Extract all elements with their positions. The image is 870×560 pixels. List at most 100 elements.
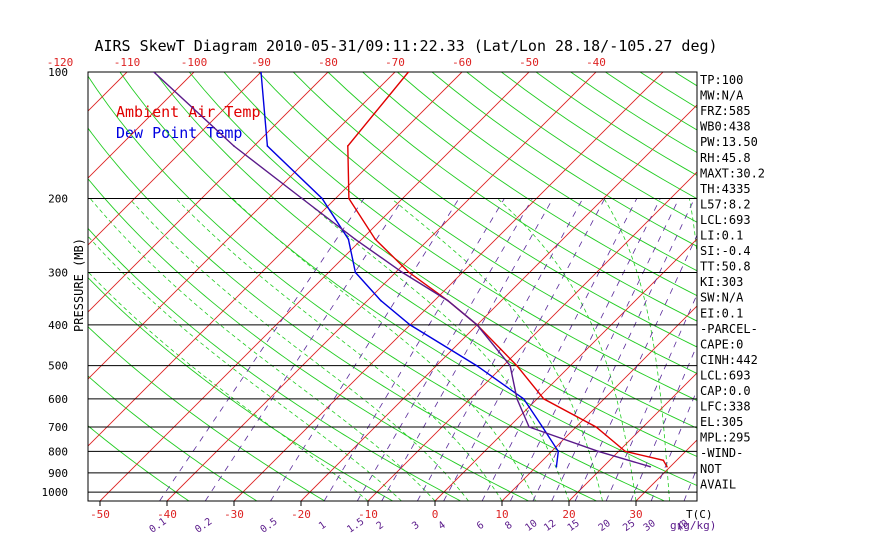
isotherm-line xyxy=(0,72,60,501)
mixing-ratio-line xyxy=(532,198,680,501)
sounding-index-label: -WIND- xyxy=(700,446,743,460)
mixing-ratio-tick-label: 8 xyxy=(503,520,514,532)
dry-adiabat-line xyxy=(88,326,326,501)
dry-adiabat-line xyxy=(258,72,697,374)
series-dew-point-temp-point xyxy=(522,398,525,400)
pressure-tick-label: 200 xyxy=(48,192,68,205)
top-temp-tick-label: -80 xyxy=(318,56,338,69)
series-dew-point-temp-point xyxy=(321,197,323,200)
moist-adiabat-line xyxy=(391,198,603,501)
mixing-ratio-tick-label: 1 xyxy=(317,520,328,532)
isotherm-line xyxy=(88,72,195,179)
sounding-index-label: TP:100 xyxy=(700,73,743,87)
series-parcel-point xyxy=(153,72,155,73)
moist-adiabat-line xyxy=(302,198,570,501)
pressure-tick-label: 700 xyxy=(48,421,68,434)
dry-adiabat-line xyxy=(119,72,697,487)
mixing-ratio-tick-label: 6 xyxy=(475,520,486,532)
mixing-ratio-tick-label: 12 xyxy=(542,518,558,534)
pressure-tick-label: 800 xyxy=(48,445,68,458)
mixing-ratio-tick-label: 10 xyxy=(523,518,539,534)
series-parcel-line xyxy=(153,72,651,468)
sounding-index-label: TT:50.8 xyxy=(700,260,751,274)
isotherm-line xyxy=(88,72,329,313)
mixing-ratio-line xyxy=(159,198,365,501)
sounding-index-label: LCL:693 xyxy=(700,368,751,382)
moist-adiabat-line xyxy=(603,198,670,501)
series-parcel-point xyxy=(447,299,449,302)
isotherm-line xyxy=(88,72,128,112)
series-ambient-air-temp-point xyxy=(407,72,410,73)
y-axis-label: PRESSURE (MB) xyxy=(72,238,86,332)
dry-adiabat-line xyxy=(88,127,597,501)
moist-adiabat-line xyxy=(497,198,637,501)
isotherm-line xyxy=(88,72,463,447)
mixing-ratio-line xyxy=(417,198,584,501)
sounding-index-label: MPL:295 xyxy=(700,431,751,445)
sounding-index-label: LFC:338 xyxy=(700,400,751,414)
sounding-index-label: L57:8.2 xyxy=(700,197,751,211)
dry-adiabat-line xyxy=(292,72,697,348)
series-dew-point-temp-point xyxy=(260,72,262,73)
dry-adiabat-line xyxy=(431,72,697,247)
mixing-ratio-tick-label: 0.5 xyxy=(259,516,280,535)
dry-adiabat-line xyxy=(88,178,529,501)
series-ambient-air-temp-point xyxy=(515,364,518,367)
dry-adiabat-line xyxy=(362,72,697,297)
series-ambient-air-temp-point xyxy=(347,145,349,147)
series-ambient-air-temp-point xyxy=(595,426,597,428)
sounding-index-label: AVAIL xyxy=(700,477,736,491)
mixing-ratio-tick-label: 4 xyxy=(437,520,448,532)
isotherm-line xyxy=(300,104,697,501)
series-dew-point-temp-point xyxy=(475,364,478,367)
series-parcel-point xyxy=(649,465,652,468)
sounding-index-label: WB0:438 xyxy=(700,120,751,134)
mixing-ratio-line xyxy=(323,198,505,501)
series-dew-point-temp-point xyxy=(354,271,357,274)
pressure-tick-label: 1000 xyxy=(42,486,69,499)
sounding-index-label: EL:305 xyxy=(700,415,743,429)
sounding-index-label: CAP:0.0 xyxy=(700,384,751,398)
grid-lines xyxy=(0,72,870,501)
series-parcel-point xyxy=(597,450,600,453)
sounding-index-label: KI:303 xyxy=(700,275,743,289)
mixing-ratio-line xyxy=(574,234,697,501)
bottom-temp-tick-label: 10 xyxy=(495,508,508,521)
sounding-index-label: SW:N/A xyxy=(700,291,744,305)
mixing-ratio-line xyxy=(270,198,460,501)
series-dew-point-temp-point xyxy=(557,450,560,453)
series-ambient-air-temp-line xyxy=(347,72,668,468)
sounding-index-label: PW:13.50 xyxy=(700,135,758,149)
series-parcel-point xyxy=(476,324,478,326)
pressure-tick-label: 400 xyxy=(48,319,68,332)
series-parcel-point xyxy=(233,145,235,147)
mixing-ratio-line xyxy=(356,198,533,501)
series-ambient-air-temp-point xyxy=(348,197,350,200)
legend-ambient-air-temp: Ambient Air Temp xyxy=(116,103,261,121)
bottom-temp-tick-label: -20 xyxy=(291,508,311,521)
series xyxy=(153,72,668,468)
mixing-ratio-tick-label: 30 xyxy=(642,518,658,534)
mixing-ratio-line xyxy=(551,198,695,501)
top-temp-tick-label: -100 xyxy=(181,56,208,69)
isotherm-line xyxy=(233,72,664,501)
series-dew-point-temp-point xyxy=(380,299,382,302)
sounding-index-label: LCL:693 xyxy=(700,213,751,227)
mixing-ratio-tick-label: 0.2 xyxy=(193,516,214,535)
isotherm-line xyxy=(88,72,396,380)
dry-adiabat-line xyxy=(327,72,697,322)
isotherm-line xyxy=(770,72,870,501)
pressure-tick-label: 600 xyxy=(48,393,68,406)
dry-adiabat-line xyxy=(223,72,697,402)
x-axis-label: T(C) xyxy=(686,508,713,521)
isotherm-line xyxy=(367,171,697,501)
bottom-temp-tick-label: 30 xyxy=(629,508,642,521)
top-temp-tick-label: -120 xyxy=(47,56,74,69)
sounding-index-label: LI:0.1 xyxy=(700,229,743,243)
isotherm-line xyxy=(99,72,530,501)
bottom-temp-tick-label: -10 xyxy=(358,508,378,521)
mixing-ratio-line xyxy=(509,198,661,501)
